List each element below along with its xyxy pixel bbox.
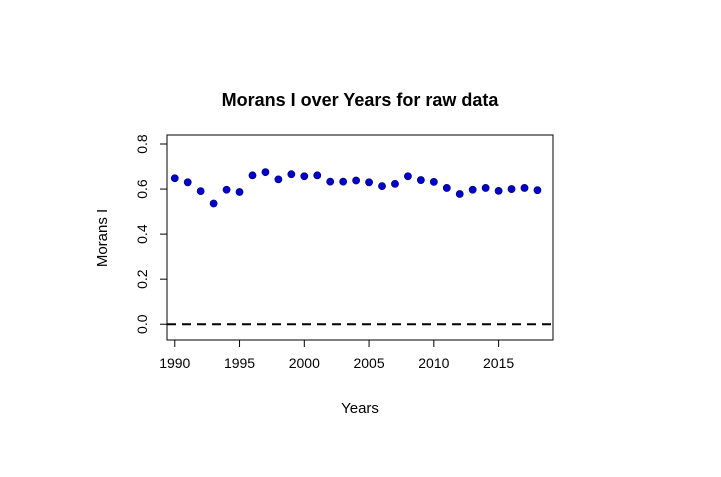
chart-title: Morans I over Years for raw data [222, 90, 500, 110]
x-tick-label: 2015 [483, 355, 514, 371]
data-point [261, 168, 270, 177]
data-point [222, 185, 231, 194]
data-point [300, 172, 309, 181]
y-tick-label: 0.4 [134, 224, 150, 244]
x-axis-label: Years [341, 400, 379, 417]
y-axis-label: Morans I [94, 209, 111, 267]
data-point [248, 171, 257, 180]
x-tick-label: 1995 [224, 355, 255, 371]
data-point [391, 179, 399, 188]
data-point [416, 176, 425, 184]
plot-frame [166, 134, 554, 341]
y-axis: 0.0 0.2 0.4 0.6 0.8 [134, 134, 168, 334]
x-tick-label: 2000 [289, 355, 320, 371]
y-tick-label: 0.2 [134, 269, 150, 289]
data-point [494, 186, 503, 195]
data-point [533, 186, 542, 195]
data-point [442, 184, 451, 192]
data-point [429, 177, 438, 186]
data-point [274, 175, 283, 184]
data-point [507, 185, 516, 193]
data-point [481, 184, 490, 192]
data-point [352, 176, 361, 185]
y-tick-label: 0.6 [134, 179, 150, 199]
data-point [365, 178, 373, 187]
data-point [455, 190, 464, 198]
data-point [404, 172, 412, 181]
data-point [183, 178, 192, 187]
x-tick-label: 2005 [353, 355, 384, 371]
data-points [170, 168, 542, 208]
data-point [326, 177, 335, 186]
data-point [196, 187, 205, 195]
y-tick-label: 0.8 [134, 134, 150, 154]
data-point [235, 188, 244, 196]
x-axis: 1990 1995 2000 2005 2010 2015 [159, 339, 514, 371]
data-point [378, 182, 386, 191]
data-point [209, 199, 218, 208]
data-point [287, 170, 296, 179]
data-point [520, 184, 529, 192]
x-tick-label: 1990 [159, 355, 190, 371]
data-point [170, 174, 179, 183]
data-point [468, 185, 477, 194]
x-tick-label: 2010 [418, 355, 449, 371]
data-point [313, 171, 322, 180]
y-tick-label: 0.0 [134, 314, 150, 334]
data-point [339, 177, 348, 186]
